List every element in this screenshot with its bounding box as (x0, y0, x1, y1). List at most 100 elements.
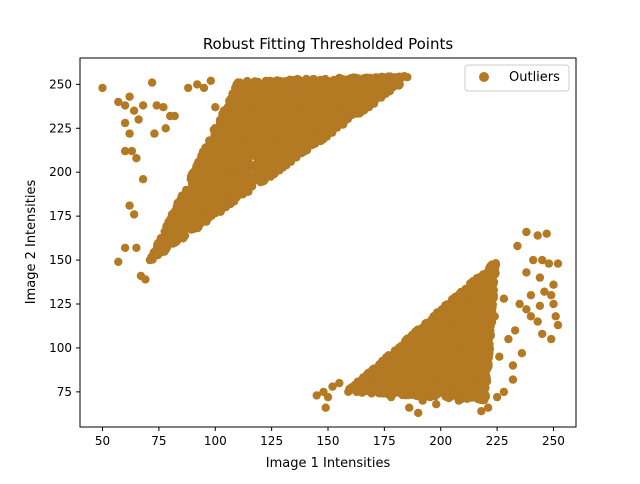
y-tick-label: 225 (49, 121, 72, 135)
data-point (365, 368, 374, 377)
data-point (477, 407, 486, 416)
data-point (366, 96, 375, 105)
data-point (436, 321, 445, 331)
data-point (451, 389, 460, 399)
data-point (239, 88, 249, 98)
data-point (208, 169, 217, 179)
data-point (418, 396, 427, 405)
data-point (285, 76, 294, 85)
data-point (159, 103, 168, 112)
data-point (454, 396, 463, 405)
data-point (312, 130, 321, 140)
data-point (312, 391, 321, 400)
data-point (226, 106, 235, 116)
data-point (342, 80, 351, 89)
data-point (238, 160, 248, 170)
data-point (290, 85, 300, 94)
x-tick-label: 50 (95, 434, 110, 448)
data-point (361, 377, 370, 387)
data-point (125, 92, 134, 101)
data-point (253, 77, 263, 87)
data-point (182, 210, 191, 220)
data-point (414, 381, 423, 390)
data-point (311, 122, 320, 131)
x-tick-label: 125 (260, 434, 283, 448)
data-point (147, 78, 157, 87)
data-point (416, 370, 425, 379)
data-point (120, 118, 130, 128)
data-point (357, 385, 366, 395)
data-point (191, 222, 201, 231)
data-point (211, 103, 220, 112)
x-tick-label: 200 (429, 434, 452, 448)
data-point (194, 172, 203, 181)
data-point (549, 280, 558, 289)
data-point (262, 153, 271, 162)
data-point (283, 99, 292, 109)
data-point (404, 335, 413, 344)
data-point (470, 289, 479, 299)
data-point (210, 124, 220, 133)
x-tick-label: 100 (204, 434, 227, 448)
data-point (414, 408, 423, 418)
data-point (486, 326, 495, 335)
data-point (307, 108, 316, 118)
data-point (120, 146, 130, 156)
x-tick-label: 250 (542, 434, 565, 448)
data-point (389, 80, 398, 89)
data-point (272, 84, 282, 94)
data-point (480, 395, 489, 405)
data-point (321, 74, 330, 84)
data-point (288, 93, 297, 102)
data-point (174, 208, 183, 217)
data-point (160, 247, 169, 256)
data-point (474, 317, 483, 326)
data-point (198, 179, 208, 189)
data-point (547, 334, 556, 344)
data-point (264, 126, 273, 135)
data-point (495, 352, 504, 361)
data-point (334, 85, 343, 94)
data-point (483, 332, 492, 341)
data-point (452, 318, 462, 327)
data-point (359, 74, 368, 83)
data-point (553, 259, 563, 268)
data-point (368, 378, 378, 388)
data-point (508, 361, 518, 370)
data-point (472, 342, 482, 352)
data-point (547, 291, 556, 300)
data-point (129, 210, 139, 219)
data-point (431, 336, 440, 345)
data-point (307, 91, 317, 100)
data-point (465, 333, 474, 342)
data-point (292, 127, 301, 137)
data-point (399, 367, 408, 376)
data-point (279, 141, 289, 150)
data-point (361, 85, 370, 95)
data-point (395, 356, 405, 365)
data-point (167, 210, 177, 219)
data-point (444, 376, 453, 386)
x-tick-label: 75 (151, 434, 166, 448)
data-point (391, 363, 400, 372)
data-point (296, 95, 305, 104)
data-point (515, 299, 524, 309)
data-point (328, 382, 337, 391)
data-point (513, 241, 522, 251)
data-point (508, 375, 518, 384)
y-axis-label: Image 2 Intensities (24, 180, 39, 305)
data-point (328, 128, 337, 137)
data-point (141, 275, 150, 284)
data-point (551, 312, 560, 321)
data-point (321, 403, 330, 412)
data-point (398, 348, 408, 357)
data-point (416, 341, 425, 350)
data-point (161, 124, 170, 133)
data-point (250, 163, 259, 172)
data-point (277, 94, 286, 104)
data-point (182, 185, 191, 195)
data-point (458, 365, 467, 374)
data-point (301, 122, 311, 131)
data-point (448, 366, 457, 375)
data-point (286, 157, 296, 166)
